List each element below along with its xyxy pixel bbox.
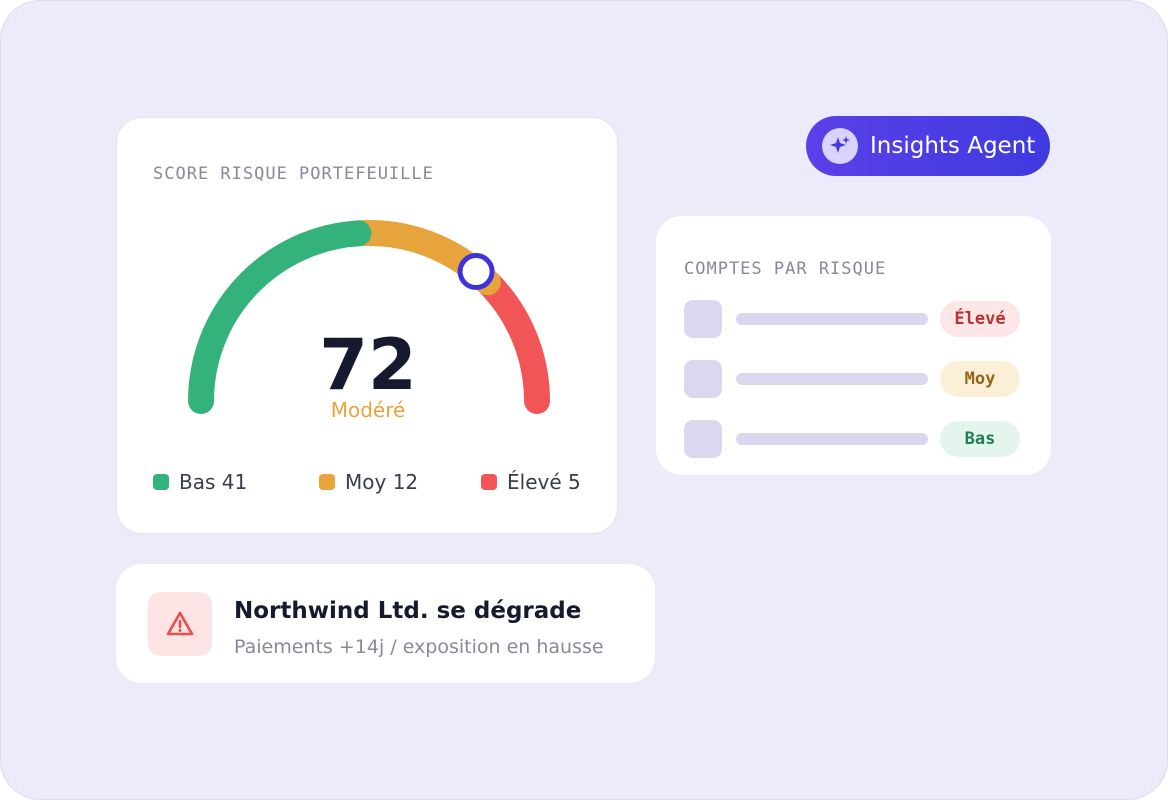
- score-status: Modéré: [330, 398, 406, 422]
- legend-item: Moy 12: [319, 470, 418, 494]
- legend-item: Bas 41: [153, 470, 247, 494]
- legend-count: 5: [568, 470, 581, 494]
- legend-count: 12: [392, 470, 419, 494]
- gauge-zone: [474, 269, 550, 414]
- agent-button[interactable]: Insights Agent: [806, 116, 1050, 176]
- alert-card: Northwind Ltd. se dégrade Paiements +14j…: [116, 564, 655, 683]
- gauge-card: SCORE RISQUE PORTEFEUILLE 72 Modéré Bas …: [116, 117, 618, 534]
- gauge-zone: [188, 220, 372, 414]
- legend-name: Moy: [345, 470, 387, 494]
- legend-count: 41: [221, 470, 248, 494]
- legend-swatch: [319, 474, 335, 490]
- account-row: Élevé: [684, 300, 1020, 338]
- risk-badge: Bas: [940, 421, 1020, 457]
- legend-name: Bas: [179, 470, 216, 494]
- legend-swatch: [481, 474, 497, 490]
- legend-item: Élevé 5: [481, 470, 581, 494]
- warning-icon: [148, 592, 212, 656]
- score-value: 72: [319, 324, 417, 406]
- sparkle-icon: [822, 128, 858, 164]
- button-label: Insights Agent: [870, 133, 1036, 159]
- card-title: COMPTES PAR RISQUE: [684, 259, 887, 279]
- risk-badge: Élevé: [940, 301, 1020, 337]
- gauge: [188, 220, 550, 414]
- legend-name: Élevé: [507, 470, 562, 494]
- card-title: SCORE RISQUE PORTEFEUILLE: [153, 164, 434, 184]
- alert-title: Northwind Ltd. se dégrade: [234, 598, 582, 624]
- alert-subtitle: Paiements +14j / exposition en hausse: [234, 636, 604, 658]
- legend-swatch: [153, 474, 169, 490]
- risk-badge: Moy: [940, 361, 1020, 397]
- account-row: Moy: [684, 360, 1020, 398]
- accounts-card: COMPTES PAR RISQUE Élevé Moy Bas: [656, 216, 1051, 475]
- account-row: Bas: [684, 420, 1020, 458]
- gauge-marker: [457, 253, 495, 291]
